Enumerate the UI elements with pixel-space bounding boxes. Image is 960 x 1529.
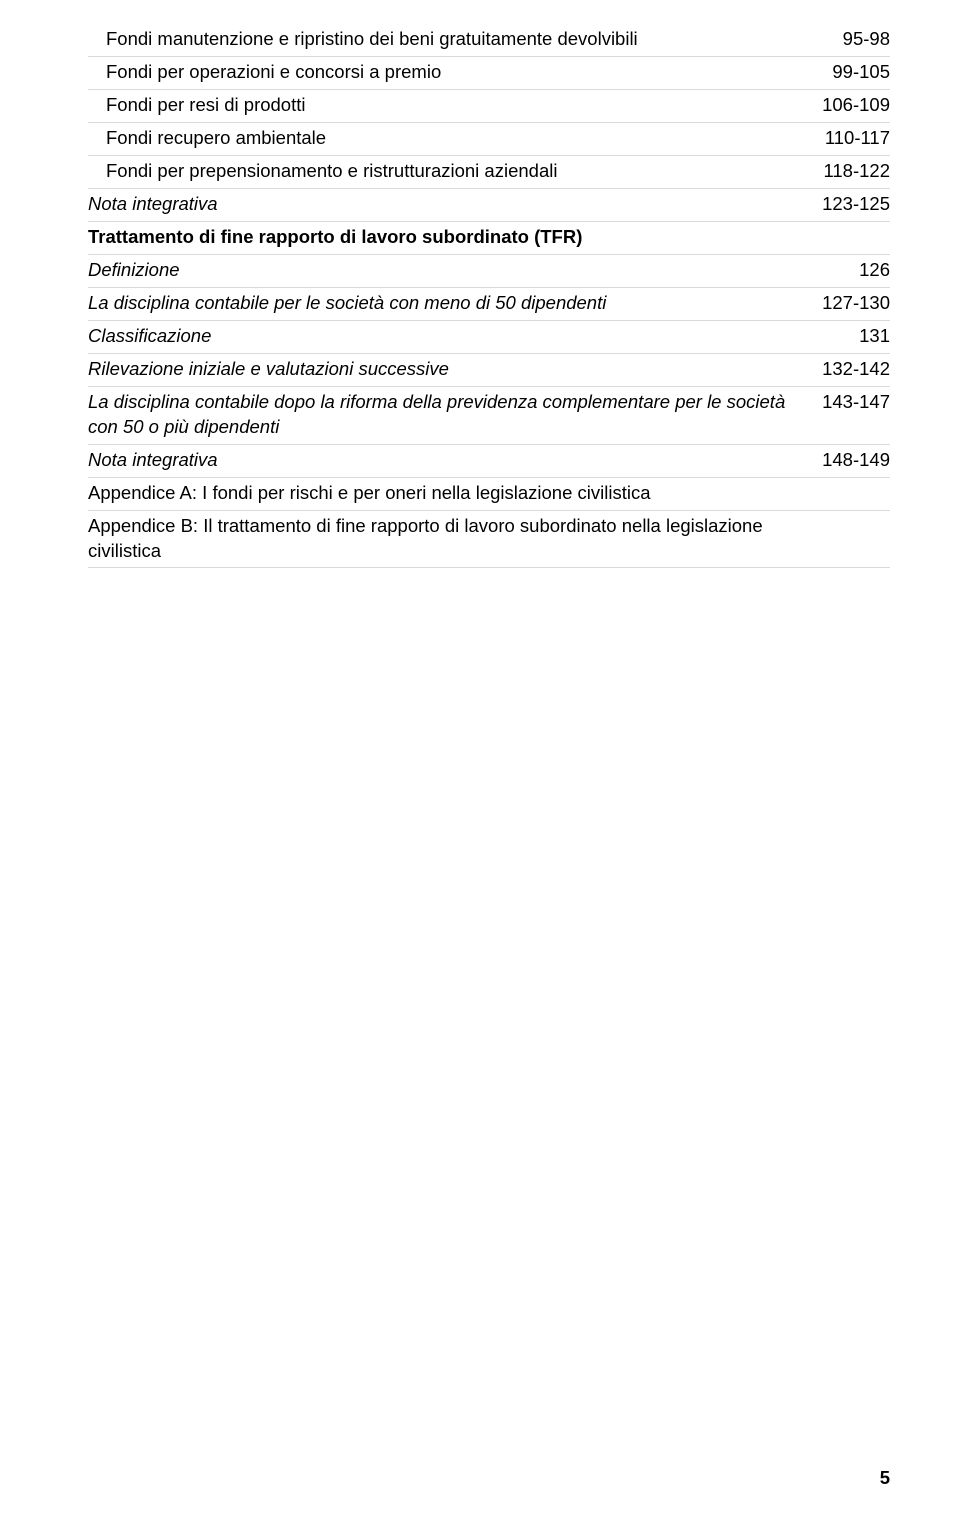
toc-row: Fondi per resi di prodotti106-109 [88,90,890,123]
toc-label: Appendice B: Il trattamento di fine rapp… [88,514,810,564]
toc-page-ref: 131 [810,324,890,349]
toc-label: Nota integrativa [88,448,810,473]
toc-row: Appendice B: Il trattamento di fine rapp… [88,511,890,569]
page-number: 5 [880,1467,890,1489]
toc-rows: Fondi manutenzione e ripristino dei beni… [88,24,890,568]
toc-label: Nota integrativa [88,192,810,217]
toc-label: Fondi per resi di prodotti [88,93,810,118]
toc-page-ref: 132-142 [810,357,890,382]
toc-row: Fondi manutenzione e ripristino dei beni… [88,24,890,57]
toc-row: Nota integrativa123-125 [88,189,890,222]
toc-page-ref: 95-98 [810,27,890,52]
toc-label: Appendice A: I fondi per rischi e per on… [88,481,810,506]
toc-page-ref: 143-147 [810,390,890,415]
toc-row: Nota integrativa148-149 [88,445,890,478]
toc-label: Fondi manutenzione e ripristino dei beni… [88,27,810,52]
toc-label: Rilevazione iniziale e valutazioni succe… [88,357,810,382]
toc-page-ref: 148-149 [810,448,890,473]
toc-page-ref: 127-130 [810,291,890,316]
toc-row: Fondi per prepensionamento e ristruttura… [88,156,890,189]
toc-page: Fondi manutenzione e ripristino dei beni… [0,0,960,568]
toc-page-ref: 110-117 [810,126,890,151]
toc-row: La disciplina contabile per le società c… [88,288,890,321]
toc-row: Fondi per operazioni e concorsi a premio… [88,57,890,90]
toc-label: La disciplina contabile dopo la riforma … [88,390,810,440]
toc-page-ref: 126 [810,258,890,283]
toc-label: Fondi per prepensionamento e ristruttura… [88,159,810,184]
toc-page-ref: 123-125 [810,192,890,217]
toc-row: Appendice A: I fondi per rischi e per on… [88,478,890,511]
toc-row: Definizione126 [88,255,890,288]
toc-label: La disciplina contabile per le società c… [88,291,810,316]
toc-label: Definizione [88,258,810,283]
toc-label: Trattamento di fine rapporto di lavoro s… [88,225,810,250]
toc-row: Rilevazione iniziale e valutazioni succe… [88,354,890,387]
toc-row: La disciplina contabile dopo la riforma … [88,387,890,445]
toc-row: Classificazione131 [88,321,890,354]
toc-page-ref: 99-105 [810,60,890,85]
toc-row: Trattamento di fine rapporto di lavoro s… [88,222,890,255]
toc-label: Fondi per operazioni e concorsi a premio [88,60,810,85]
toc-row: Fondi recupero ambientale110-117 [88,123,890,156]
toc-label: Fondi recupero ambientale [88,126,810,151]
toc-page-ref: 106-109 [810,93,890,118]
toc-label: Classificazione [88,324,810,349]
toc-page-ref: 118-122 [810,159,890,184]
